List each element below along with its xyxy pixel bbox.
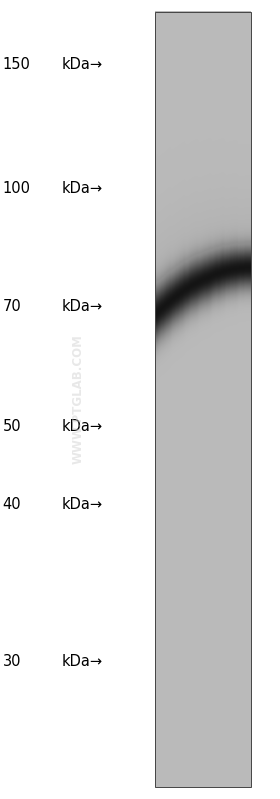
Text: kDa→: kDa→ bbox=[62, 654, 103, 669]
Text: kDa→: kDa→ bbox=[62, 299, 103, 314]
Text: kDa→: kDa→ bbox=[62, 58, 103, 72]
Text: kDa→: kDa→ bbox=[62, 181, 103, 197]
Text: WWW.PTGLAB.COM: WWW.PTGLAB.COM bbox=[71, 335, 84, 464]
Text: 50: 50 bbox=[3, 419, 22, 434]
Text: 40: 40 bbox=[3, 497, 22, 511]
Text: kDa→: kDa→ bbox=[62, 497, 103, 511]
Text: kDa→: kDa→ bbox=[62, 419, 103, 434]
Text: 150: 150 bbox=[3, 58, 31, 72]
Text: 70: 70 bbox=[3, 299, 22, 314]
Text: 100: 100 bbox=[3, 181, 31, 197]
Text: 30: 30 bbox=[3, 654, 21, 669]
Bar bbox=[155, 12, 251, 787]
